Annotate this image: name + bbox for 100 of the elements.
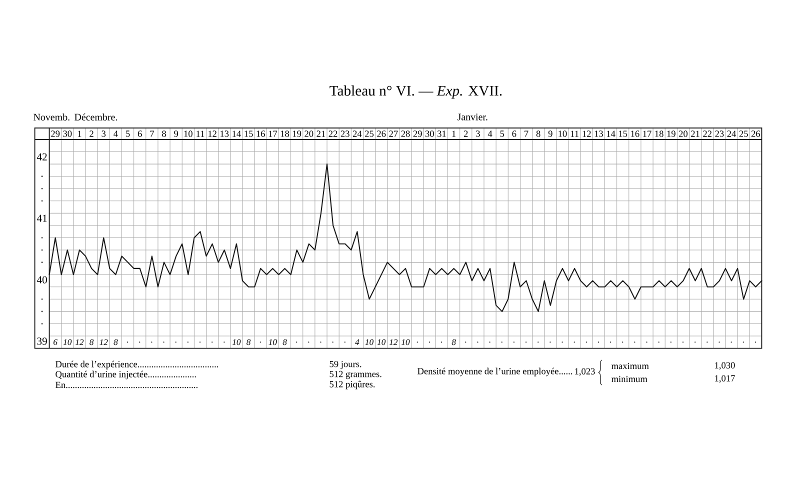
x-tick-label: 2 <box>464 130 468 137</box>
annotation: 8 <box>452 339 456 346</box>
x-tick-label: 19 <box>667 130 676 137</box>
annotation: . <box>175 342 176 343</box>
annotation: . <box>139 342 140 343</box>
annotation: . <box>344 342 346 343</box>
annotation: . <box>428 342 430 343</box>
annotation: . <box>706 342 708 343</box>
annotation: . <box>586 342 587 343</box>
annotation: . <box>320 342 322 343</box>
annotation: . <box>260 342 261 343</box>
chart-title: Tableau n° VI. — Exp. XVII. <box>330 85 502 99</box>
annotation: . <box>501 342 502 343</box>
x-tick-label: 17 <box>643 130 652 137</box>
y-tick-label: 41 <box>36 214 47 222</box>
x-tick-label: 15 <box>619 130 628 137</box>
text: 1,023 <box>575 368 595 376</box>
y-tick-label: 39 <box>37 338 47 345</box>
annotation: . <box>513 342 514 343</box>
x-tick-label: 12 <box>208 130 216 137</box>
x-tick-label: 19 <box>292 130 302 137</box>
text: Décembre. <box>74 113 118 121</box>
annotation: 8 <box>114 339 118 346</box>
x-tick-label: 8 <box>162 130 166 137</box>
x-tick-label: 30 <box>425 130 434 137</box>
x-tick-label: 14 <box>232 130 241 137</box>
annotation: 8 <box>90 339 94 346</box>
annotation: 8 <box>282 339 287 346</box>
x-tick-label: 21 <box>691 130 700 137</box>
text: 512 grammes. <box>330 370 382 380</box>
annotation: . <box>694 342 696 343</box>
x-tick-label: 16 <box>256 130 265 137</box>
x-tick-label: 3 <box>102 130 106 137</box>
annotation: . <box>622 342 624 343</box>
x-tick-label: 26 <box>377 130 386 137</box>
annotation: . <box>212 342 213 343</box>
x-tick-label: 26 <box>751 130 760 137</box>
annotation: . <box>562 342 563 343</box>
annotation: 10 <box>377 339 386 346</box>
text: Quantité d’urine injectée..................... <box>56 370 196 380</box>
annotation: 12 <box>75 339 84 346</box>
annotation: . <box>465 342 466 343</box>
x-tick-label: 23 <box>715 130 724 137</box>
annotation: . <box>200 342 201 343</box>
annotation: . <box>670 342 672 343</box>
x-tick-label: 24 <box>727 130 736 137</box>
annotation: . <box>187 342 188 343</box>
annotation: . <box>550 342 551 343</box>
annotation: . <box>224 342 225 343</box>
annotation: . <box>308 342 310 343</box>
annotation: 10 <box>268 339 277 346</box>
x-tick-label: 25 <box>739 130 748 137</box>
annotation: . <box>538 342 539 343</box>
x-tick-label: 23 <box>340 130 350 137</box>
x-tick-label: 25 <box>365 130 374 137</box>
text: 1,030 <box>715 362 735 370</box>
text: minimum <box>611 376 648 382</box>
x-tick-label: 28 <box>401 130 410 137</box>
text: Densité moyenne de l’urine employée...... <box>418 368 572 376</box>
x-tick-label: 7 <box>524 130 528 137</box>
annotation: . <box>682 342 684 343</box>
text: 1,017 <box>715 375 735 383</box>
annotation: . <box>477 342 478 343</box>
x-tick-label: 24 <box>352 130 362 137</box>
x-tick-label: 1 <box>452 130 456 137</box>
text: Durée de l’expérience................................... <box>56 360 218 370</box>
text: 512 piqûres. <box>330 380 375 390</box>
annotation: . <box>646 342 648 343</box>
x-tick-label: 31 <box>438 130 446 137</box>
x-tick-label: 6 <box>138 130 142 137</box>
annotation: . <box>754 342 756 343</box>
annotation: . <box>489 342 490 343</box>
y-tick-label: 42 <box>36 153 47 160</box>
x-tick-label: 18 <box>655 130 664 137</box>
x-tick-label: 9 <box>174 130 178 137</box>
annotation: 10 <box>402 339 410 346</box>
text: Janvier. <box>457 114 488 120</box>
x-tick-label: 7 <box>150 130 154 137</box>
annotation: 8 <box>246 339 251 346</box>
x-tick-label: 20 <box>678 130 688 137</box>
annotation: 10 <box>63 339 72 346</box>
text: En......................................................... <box>56 382 198 388</box>
annotation: 4 <box>355 339 360 345</box>
annotation: . <box>163 342 164 343</box>
x-tick-label: 21 <box>316 130 326 137</box>
x-tick-label: 18 <box>280 130 290 137</box>
x-tick-label: 22 <box>703 130 712 137</box>
annotation: . <box>441 342 442 343</box>
x-tick-label: 13 <box>594 130 603 137</box>
x-tick-label: 8 <box>536 130 540 137</box>
x-tick-label: 2 <box>90 130 94 137</box>
annotation: 10 <box>365 339 374 346</box>
annotation: . <box>526 342 527 343</box>
annotation: . <box>610 342 612 343</box>
x-tick-label: 11 <box>196 130 204 137</box>
x-tick-label: 29 <box>413 130 422 137</box>
annotation: . <box>127 342 128 343</box>
text: Novemb. <box>34 113 70 121</box>
annotation: . <box>718 342 720 343</box>
x-tick-label: 30 <box>63 130 72 137</box>
